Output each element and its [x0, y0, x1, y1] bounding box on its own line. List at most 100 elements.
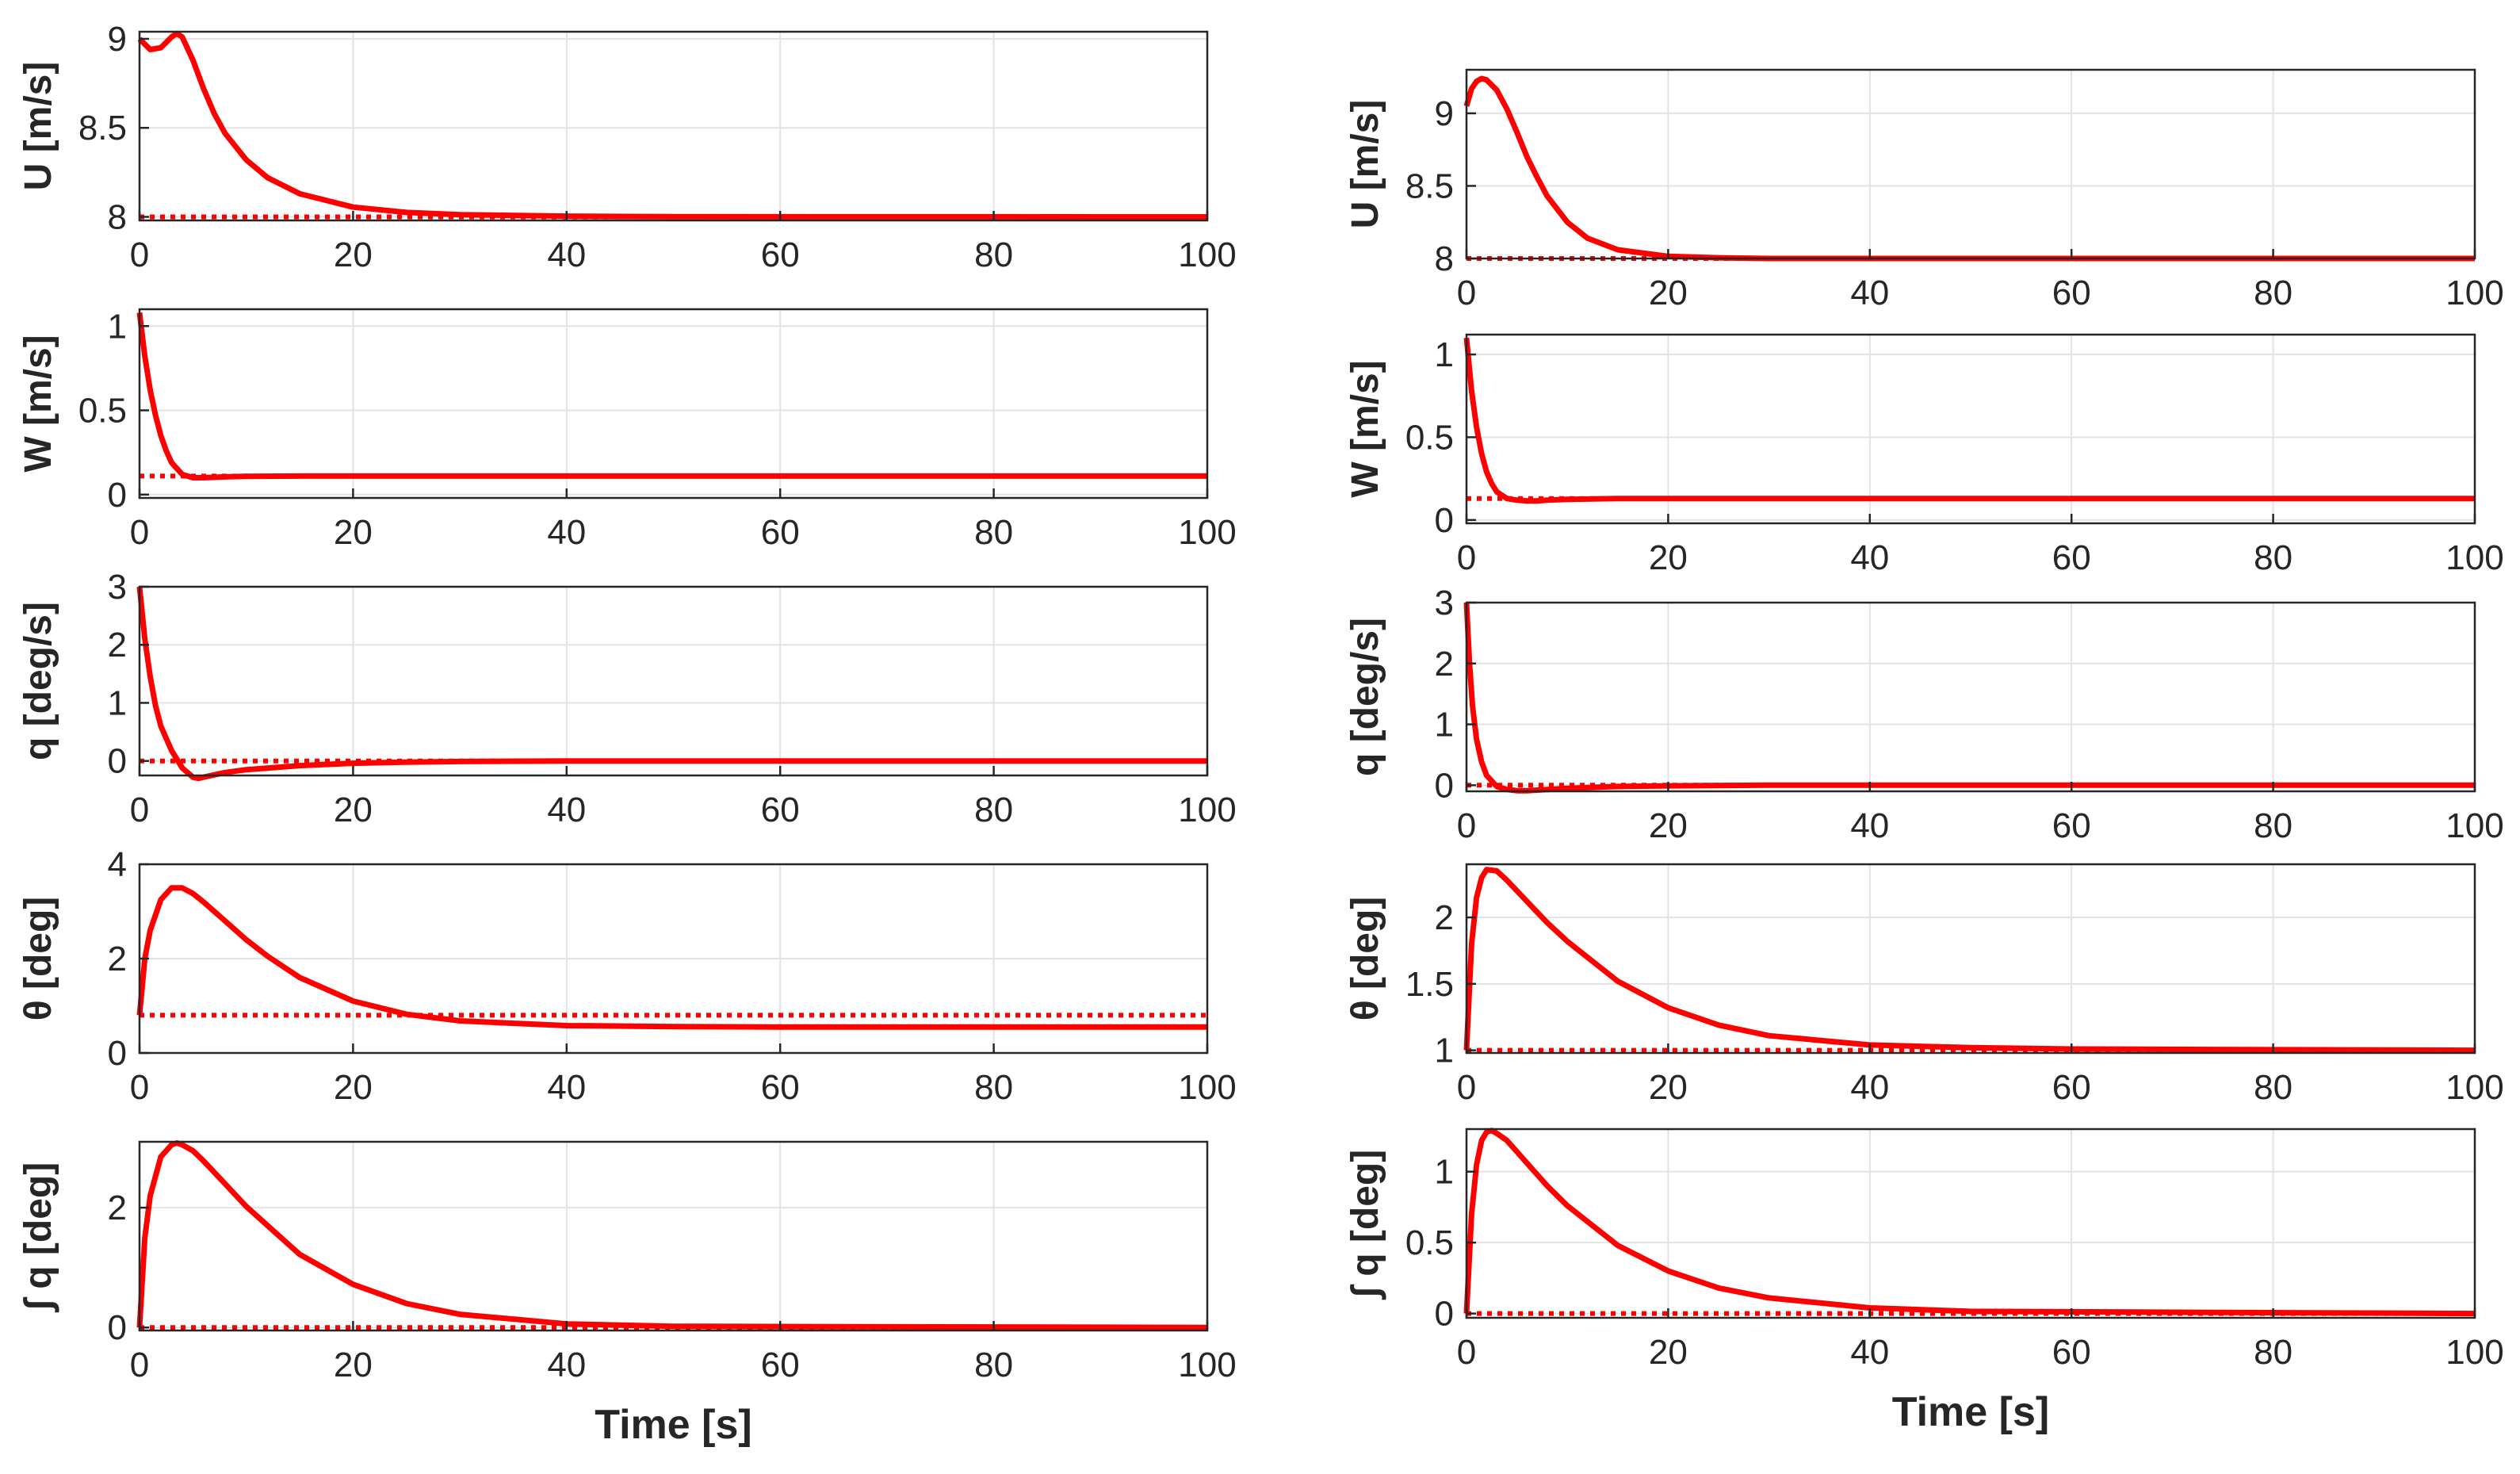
- y-axis-label: W [m/s]: [17, 335, 59, 472]
- x-tick-label: 100: [2445, 806, 2503, 845]
- x-tick-label: 40: [547, 1346, 586, 1384]
- x-tick-label: 100: [1178, 1346, 1236, 1384]
- x-tick-label: 0: [1457, 1068, 1476, 1107]
- series-response-line: [136, 312, 1207, 480]
- axes-frame: [1465, 68, 2476, 260]
- x-tick-label: 20: [1649, 1333, 1688, 1372]
- x-tick-label: 80: [2254, 538, 2292, 577]
- series-response-line: [1463, 867, 2476, 1054]
- axes-frame: [1465, 601, 2476, 793]
- x-tick-label: 0: [130, 1068, 149, 1107]
- y-axis-label: θ [deg]: [1344, 897, 1386, 1021]
- x-tick-label: 60: [2052, 274, 2091, 312]
- axes-frame: [138, 30, 1209, 222]
- series-response-line: [1463, 1128, 2476, 1317]
- x-tick-label: 40: [547, 1068, 586, 1107]
- axes-frame: [1465, 1128, 2476, 1319]
- x-tick-label: 100: [2445, 538, 2503, 577]
- x-tick-label: 80: [974, 235, 1013, 274]
- axes-frame: [138, 1140, 1209, 1332]
- y-tick-label: 0: [108, 742, 127, 781]
- y-tick-label: 8.5: [78, 109, 127, 147]
- x-tick-label: 40: [547, 513, 586, 552]
- x-tick-label: 0: [1457, 538, 1476, 577]
- x-tick-label: 100: [1178, 1068, 1236, 1107]
- y-tick-label: 1.5: [1405, 965, 1454, 1004]
- y-axis-label: q [deg/s]: [17, 602, 59, 760]
- x-tick-label: 60: [2052, 1333, 2091, 1372]
- y-tick-label: 0.5: [78, 392, 127, 431]
- y-tick-label: 8: [108, 198, 127, 237]
- y-tick-label: 3: [108, 568, 127, 607]
- series-response-line: [136, 1140, 1208, 1330]
- y-tick-label: 8.5: [1405, 167, 1454, 205]
- x-tick-label: 80: [974, 513, 1013, 552]
- y-tick-label: 1: [108, 307, 127, 346]
- y-axis-label: q [deg/s]: [1344, 618, 1386, 776]
- y-tick-label: 2: [1435, 645, 1454, 683]
- axes-right-1: 0 20 40 60 80 100 8 8.5 9 U [m/s]: [1344, 68, 2504, 312]
- y-tick-label: 9: [1435, 94, 1454, 133]
- x-tick-label: 40: [1850, 274, 1889, 312]
- x-tick-label: 0: [130, 513, 149, 552]
- y-tick-label: 0.5: [1405, 1223, 1454, 1262]
- x-tick-label: 80: [2254, 274, 2292, 312]
- y-tick-label: 2: [108, 940, 127, 978]
- x-tick-label: 40: [547, 235, 586, 274]
- y-axis-label: ∫ q [deg]: [17, 1162, 59, 1313]
- y-axis-label: ∫ q [deg]: [1344, 1150, 1386, 1300]
- x-tick-label: 20: [1649, 1068, 1688, 1107]
- y-tick-label: 1: [108, 683, 127, 722]
- y-tick-label: 3: [1435, 584, 1454, 622]
- x-tick-label: 60: [761, 791, 800, 829]
- series-response-line: [136, 885, 1207, 1030]
- axes-right-3: 0 20 40 60 80 100 0 1 2 3 q [deg/s]: [1344, 584, 2504, 845]
- axes-frame: [1465, 333, 2476, 525]
- x-tick-label: 0: [130, 1346, 149, 1384]
- y-tick-label: 2: [108, 626, 127, 664]
- y-tick-label: 0: [1435, 1295, 1454, 1334]
- axes-left-1: 0 20 40 60 80 100 8 8.5 9 U [m/s]: [17, 20, 1237, 274]
- y-tick-label: 4: [108, 845, 127, 884]
- y-tick-label: 8: [1435, 239, 1454, 278]
- x-tick-label: 100: [1178, 791, 1236, 829]
- x-tick-label: 60: [761, 1068, 800, 1107]
- x-tick-label: 0: [130, 235, 149, 274]
- x-tick-label: 100: [2445, 274, 2503, 312]
- axes-left-5: 0 20 40 60 80 100 0 2 ∫ q [deg] Time [s]: [17, 1140, 1237, 1448]
- y-tick-label: 1: [1435, 335, 1454, 374]
- axes-left-3: 0 20 40 60 80 100 0 1 2 3 q [deg/s]: [17, 568, 1237, 829]
- x-tick-label: 80: [2254, 806, 2292, 845]
- y-axis-label: U [m/s]: [1344, 100, 1386, 229]
- axes-frame: [138, 585, 1209, 777]
- x-tick-label: 60: [2052, 806, 2091, 845]
- x-tick-label: 100: [1178, 235, 1236, 274]
- y-tick-label: 1: [1435, 1032, 1454, 1070]
- x-tick-label: 80: [2254, 1333, 2292, 1372]
- y-tick-label: 0: [108, 1308, 127, 1347]
- y-tick-label: 0.5: [1405, 418, 1454, 457]
- series-response-line: [136, 586, 1207, 782]
- x-tick-label: 20: [334, 235, 373, 274]
- x-tick-label: 100: [1178, 513, 1236, 552]
- x-tick-label: 20: [1649, 274, 1688, 312]
- axes-right-5: 0 20 40 60 80 100 0 0.5 1 ∫ q [deg] Time [s]: [1344, 1128, 2504, 1435]
- x-axis-label: Time [s]: [1892, 1389, 2049, 1435]
- series-response-line: [1463, 337, 2475, 504]
- x-tick-label: 20: [334, 791, 373, 829]
- x-tick-label: 60: [2052, 538, 2091, 577]
- y-axis-label: θ [deg]: [17, 897, 59, 1021]
- y-tick-label: 0: [108, 1034, 127, 1073]
- y-axis-label: U [m/s]: [17, 62, 59, 191]
- x-tick-label: 40: [547, 791, 586, 829]
- series-response-line: [137, 30, 1208, 220]
- x-tick-label: 40: [1850, 538, 1889, 577]
- axes-frame: [138, 308, 1209, 500]
- x-tick-label: 60: [761, 235, 800, 274]
- x-tick-label: 0: [1457, 1333, 1476, 1372]
- y-tick-label: 1: [1435, 1153, 1454, 1192]
- y-tick-label: 0: [1435, 501, 1454, 540]
- x-tick-label: 80: [974, 1346, 1013, 1384]
- axes-right-2: 0 20 40 60 80 100 0 0.5 1 W [m/s]: [1344, 333, 2504, 577]
- x-tick-label: 80: [974, 1068, 1013, 1107]
